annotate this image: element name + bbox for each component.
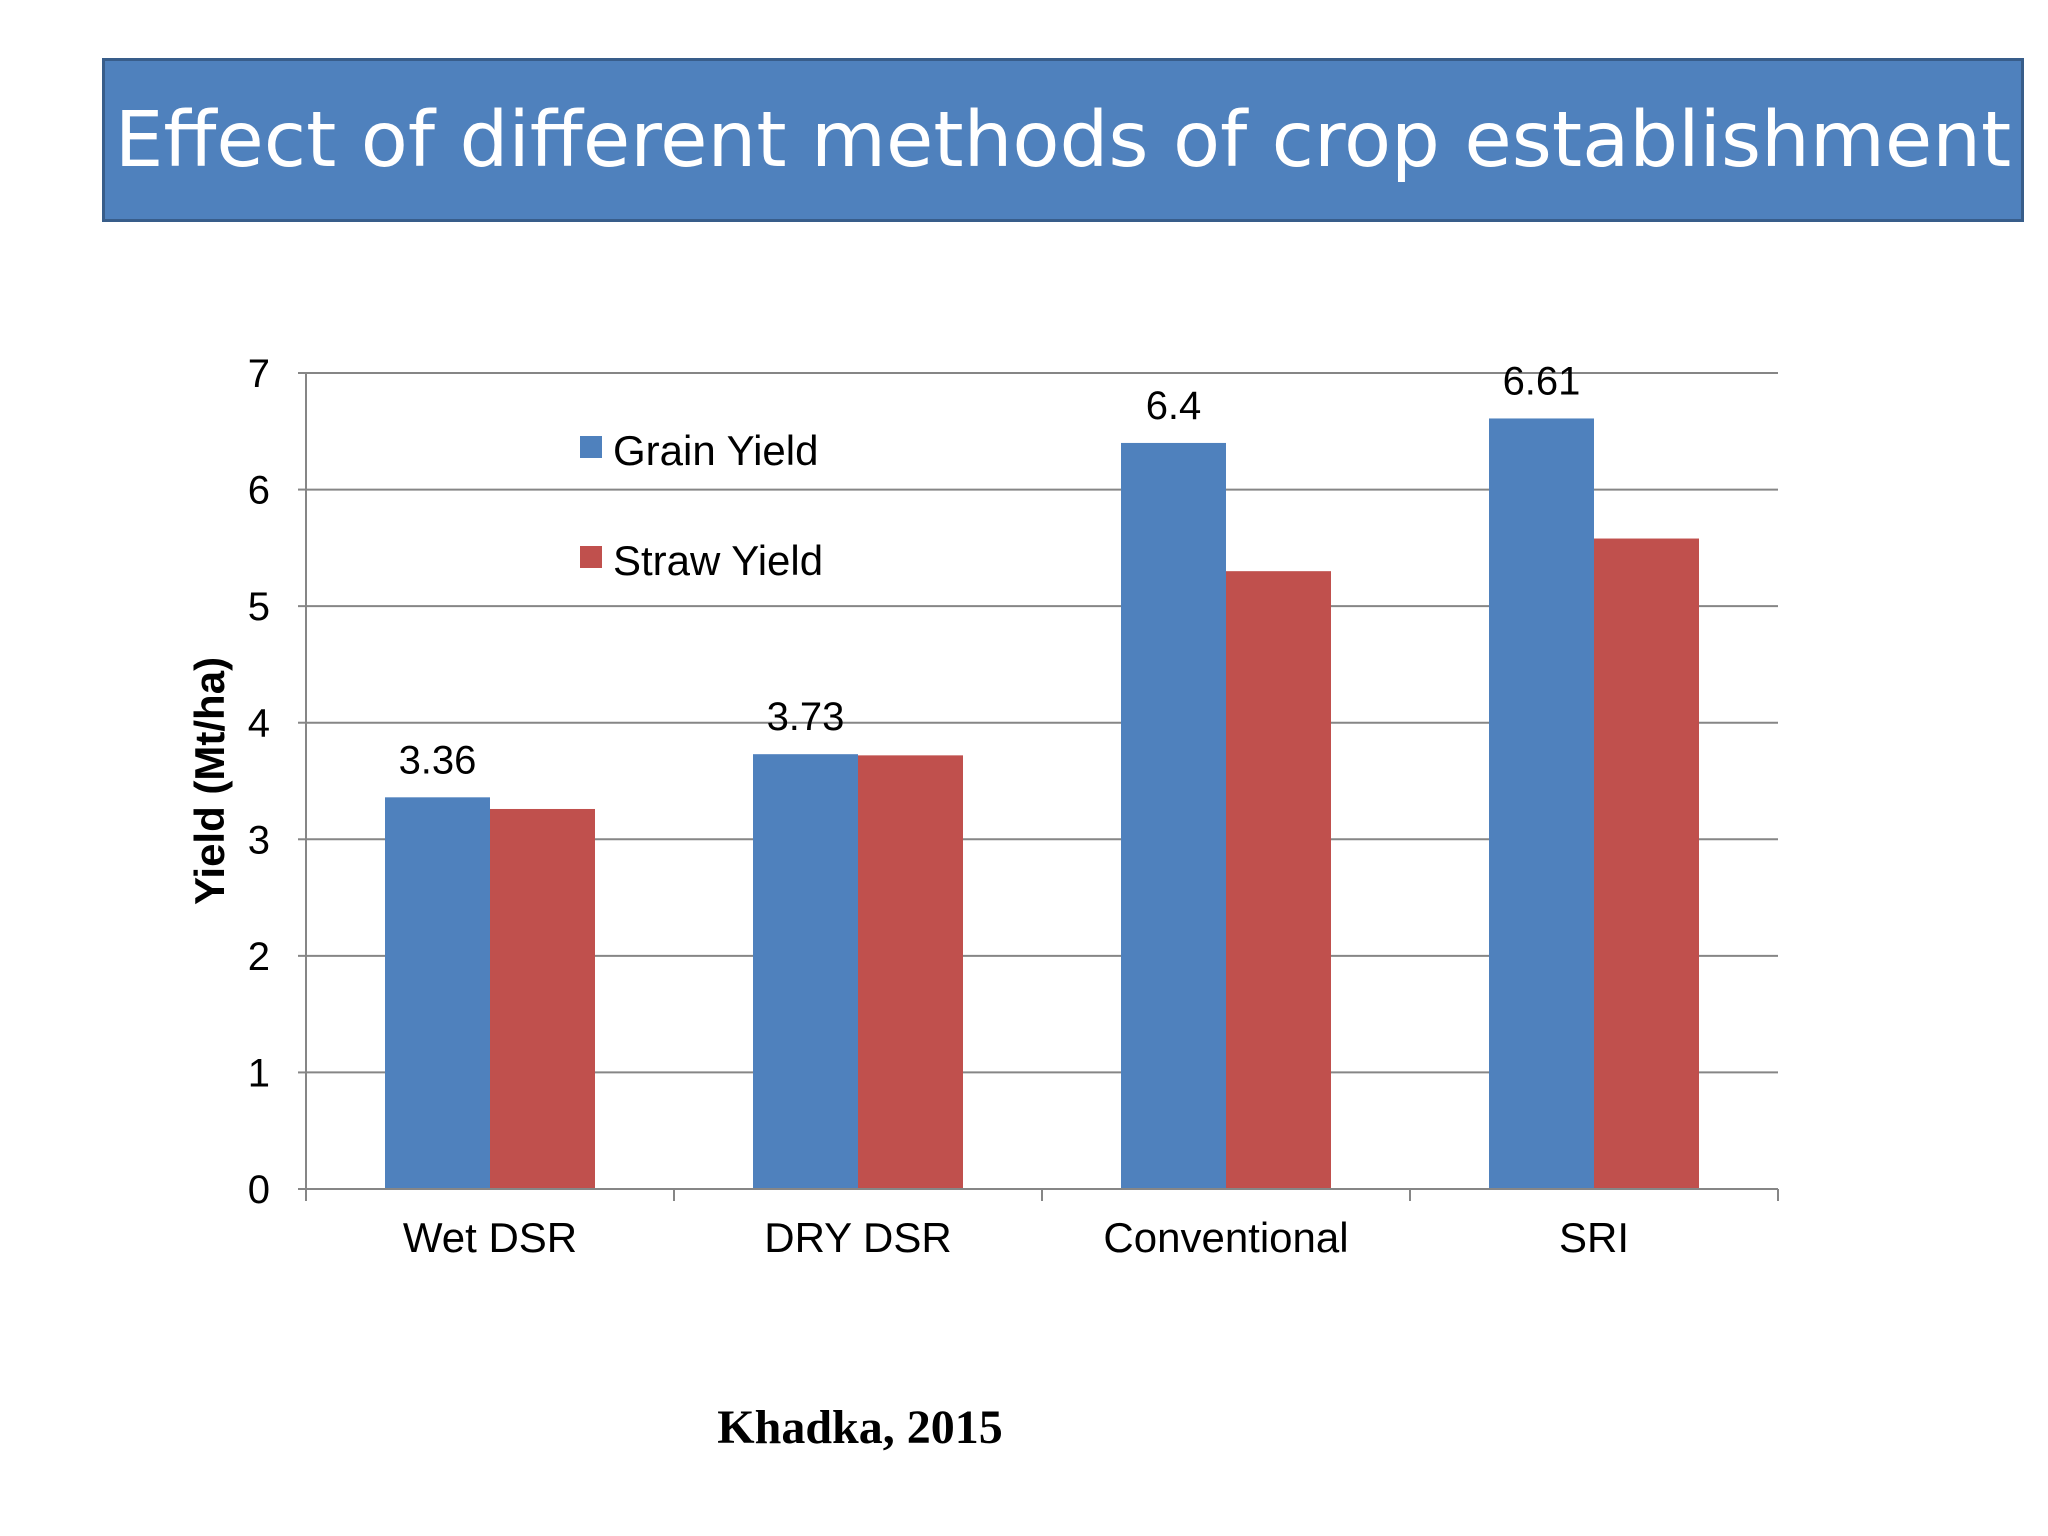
x-tick-label: Wet DSR [403,1214,577,1261]
y-tick-label: 4 [248,702,270,746]
legend-label: Straw Yield [613,537,823,584]
y-tick-label: 1 [248,1051,270,1095]
data-labels: 3.36 3.73 6.4 6.61 [399,359,1581,782]
bar-straw-yield [490,808,595,1189]
legend: Grain Yield Straw Yield [580,427,823,584]
slide-title: Effect of different methods of crop esta… [114,95,2012,185]
bar-grain-yield [753,754,858,1189]
x-axis: Wet DSR DRY DSR Conventional SRI [305,1188,1779,1261]
y-tick-label: 5 [248,585,270,629]
y-tick-label: 6 [248,469,270,513]
data-label: 6.61 [1503,359,1581,403]
y-tick-label: 3 [248,818,270,862]
y-tick-label: 0 [248,1168,270,1212]
y-tick-labels: 0 1 2 3 4 5 6 7 [248,352,270,1212]
y-tick-label: 7 [248,352,270,396]
legend-swatch [580,436,602,458]
bar-straw-yield [1594,538,1699,1189]
source-citation: Khadka, 2015 [717,1401,1003,1454]
bar-straw-yield [858,755,963,1189]
bar-grain-yield [1489,418,1594,1189]
data-label: 3.36 [399,738,477,782]
x-tick-label: Conventional [1103,1214,1348,1261]
bar-straw-yield [1226,571,1331,1189]
y-tick-label: 2 [248,935,270,979]
bar-grain-yield [385,797,490,1189]
bar-grain-yield [1121,442,1226,1189]
y-axis-label: Yield (Mt/ha) [186,657,233,905]
x-tick-label: DRY DSR [764,1214,952,1261]
bars [385,418,1699,1189]
legend-label: Grain Yield [613,427,818,474]
data-label: 6.4 [1146,384,1202,428]
title-banner: Effect of different methods of crop esta… [102,58,2024,222]
x-tick-label: SRI [1559,1214,1629,1261]
data-label: 3.73 [767,695,845,739]
legend-swatch [580,546,602,568]
